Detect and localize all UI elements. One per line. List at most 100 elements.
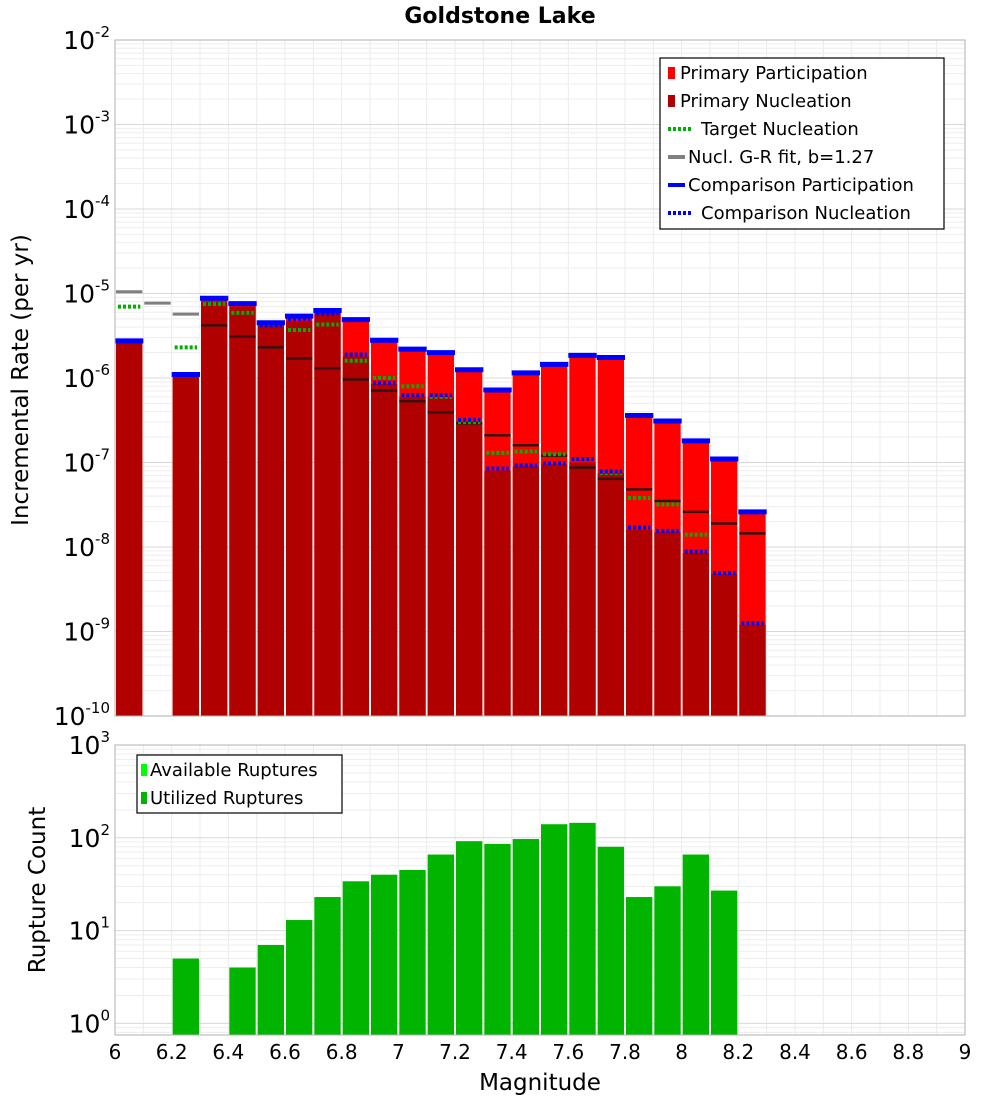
chart-title: Goldstone Lake bbox=[404, 4, 595, 29]
count-ticks: 100 101 102 103 bbox=[69, 728, 110, 1038]
x-tick-label: 8 bbox=[675, 1040, 688, 1064]
primary-nucleation-bar bbox=[456, 422, 483, 716]
utilized-ruptures-bar bbox=[512, 839, 539, 1035]
legend-label: Utilized Ruptures bbox=[150, 788, 303, 809]
utilized-ruptures-bar bbox=[682, 854, 709, 1035]
utilized-ruptures-bar bbox=[342, 881, 369, 1035]
rate-legend-box bbox=[659, 57, 945, 230]
rate-gridlines bbox=[114, 40, 966, 717]
count-plot-frame bbox=[114, 744, 966, 1036]
rate-y-tick: 10-3 bbox=[63, 108, 110, 140]
rate-y-tick: 10-5 bbox=[63, 277, 110, 309]
x-tick-label: 7.8 bbox=[609, 1040, 641, 1064]
legend-swatch bbox=[668, 67, 675, 79]
primary-nucleation-bar bbox=[116, 341, 143, 716]
utilized-ruptures-bar bbox=[484, 843, 511, 1035]
utilized-ruptures-bar bbox=[257, 944, 284, 1035]
utilized-ruptures-bar bbox=[399, 869, 426, 1035]
x-tick-label: 6.8 bbox=[326, 1040, 358, 1064]
primary-nucleation-bar bbox=[484, 470, 511, 716]
legend-swatch bbox=[141, 764, 147, 776]
count-legend-box bbox=[136, 754, 343, 814]
primary-nucleation-bar bbox=[399, 396, 426, 716]
rate-y-axis-label: Incremental Rate (per yr) bbox=[8, 234, 34, 526]
x-tick-label: 8.6 bbox=[836, 1040, 868, 1064]
rate-ticks: 10-10 10-9 10-8 10-7 10-6 10-5 10-4 10-3 10-2 bbox=[54, 23, 110, 731]
x-tick-label: 8.8 bbox=[892, 1040, 924, 1064]
rate-y-tick: 10-8 bbox=[63, 530, 110, 562]
primary-nucleation-bar bbox=[229, 306, 256, 716]
primary-nucleation-bar bbox=[682, 552, 709, 716]
primary-nucleation-bar bbox=[257, 325, 284, 716]
legend-label: Primary Participation bbox=[680, 63, 868, 84]
legend-label: Target Nucleation bbox=[700, 119, 859, 140]
rate-y-tick: 10-2 bbox=[63, 23, 110, 55]
primary-nucleation-bar bbox=[654, 532, 681, 716]
rate-y-tick: 10-6 bbox=[63, 361, 110, 393]
x-tick-label: 6 bbox=[109, 1040, 122, 1064]
legend-label: Available Ruptures bbox=[150, 760, 318, 781]
x-tick-label: 7 bbox=[392, 1040, 405, 1064]
primary-nucleation-bar bbox=[201, 301, 228, 716]
utilized-ruptures-bar bbox=[229, 967, 256, 1035]
rate-y-tick: 10-7 bbox=[63, 446, 110, 478]
x-axis-label: Magnitude bbox=[479, 1070, 601, 1096]
legend-label: Comparison Nucleation bbox=[701, 203, 911, 224]
utilized-ruptures-bar bbox=[597, 846, 624, 1035]
primary-nucleation-bar bbox=[739, 624, 766, 716]
utilized-ruptures-bar bbox=[711, 890, 738, 1035]
rate-y-tick: 10-10 bbox=[54, 699, 110, 731]
primary-nucleation-bar bbox=[711, 573, 738, 716]
x-tick-label: 6.2 bbox=[156, 1040, 188, 1064]
primary-nucleation-bar bbox=[569, 462, 596, 716]
utilized-ruptures-bar bbox=[569, 822, 596, 1035]
rate-bars bbox=[115, 290, 767, 716]
x-tick-label: 8.4 bbox=[779, 1040, 811, 1064]
count-y-tick: 103 bbox=[69, 728, 110, 760]
primary-nucleation-bar bbox=[172, 376, 199, 716]
x-tick-label: 8.2 bbox=[722, 1040, 754, 1064]
primary-nucleation-bar bbox=[371, 383, 398, 716]
rate-plot-frame bbox=[114, 39, 966, 717]
primary-nucleation-bar bbox=[626, 529, 653, 716]
utilized-ruptures-bar bbox=[427, 854, 454, 1035]
utilized-ruptures-bar bbox=[456, 841, 483, 1035]
utilized-ruptures-bar bbox=[172, 958, 199, 1035]
count-legend: Available Ruptures Utilized Ruptures bbox=[136, 754, 343, 814]
utilized-ruptures-bar bbox=[654, 886, 681, 1035]
rate-y-tick: 10-4 bbox=[63, 192, 110, 224]
utilized-ruptures-bar bbox=[286, 920, 313, 1035]
count-panel: 100 101 102 103 Available Ruptures Utilized … bbox=[69, 728, 966, 1038]
utilized-ruptures-bar bbox=[314, 897, 341, 1035]
x-tick-label: 7.6 bbox=[552, 1040, 584, 1064]
x-tick-label: 7.2 bbox=[439, 1040, 471, 1064]
primary-nucleation-bar bbox=[314, 312, 341, 716]
utilized-ruptures-bar bbox=[626, 897, 653, 1035]
x-tick-label: 7.4 bbox=[496, 1040, 528, 1064]
legend-swatch bbox=[141, 792, 147, 804]
legend-label: Comparison Participation bbox=[688, 175, 914, 196]
legend-label: Primary Nucleation bbox=[680, 91, 852, 112]
primary-nucleation-bar bbox=[597, 473, 624, 716]
count-y-tick: 100 bbox=[69, 1006, 110, 1038]
primary-nucleation-bar bbox=[286, 321, 313, 716]
count-bars bbox=[172, 822, 738, 1035]
x-tick-label: 9 bbox=[959, 1040, 972, 1064]
x-tick-labels: 6 6.2 6.4 6.6 6.8 7 7.2 7.4 7.6 7.8 8 8.2 8.4 8.6 8.8 9 bbox=[109, 1040, 972, 1064]
x-tick-label: 6.4 bbox=[212, 1040, 244, 1064]
legend-label: Nucl. G-R fit, b=1.27 bbox=[688, 147, 874, 168]
rate-legend: Primary Participation Primary Nucleation T… bbox=[659, 57, 945, 230]
legend-swatch bbox=[668, 95, 675, 107]
count-y-tick: 101 bbox=[69, 914, 110, 946]
primary-nucleation-bar bbox=[342, 356, 369, 716]
rate-y-tick: 10-9 bbox=[63, 615, 110, 647]
utilized-ruptures-bar bbox=[541, 824, 568, 1035]
primary-nucleation-bar bbox=[427, 396, 454, 716]
utilized-ruptures-bar bbox=[371, 874, 398, 1035]
count-gridlines bbox=[114, 745, 966, 1035]
primary-nucleation-bar bbox=[541, 464, 568, 716]
primary-nucleation-bar bbox=[512, 466, 539, 716]
count-y-axis-label: Rupture Count bbox=[25, 807, 51, 973]
x-tick-label: 6.6 bbox=[269, 1040, 301, 1064]
